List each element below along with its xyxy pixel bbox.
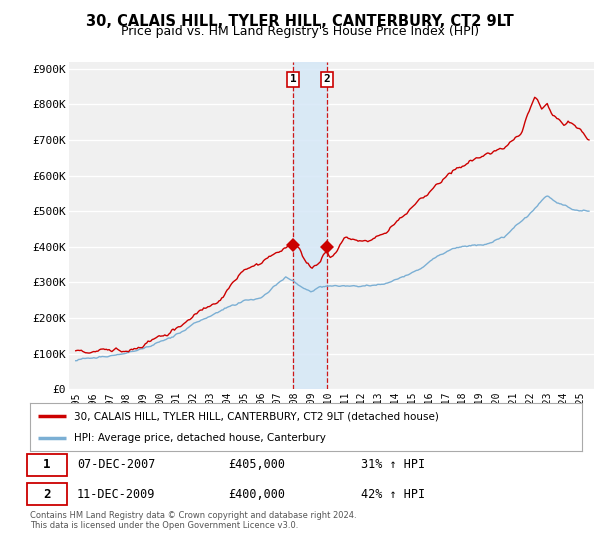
Text: Contains HM Land Registry data © Crown copyright and database right 2024.
This d: Contains HM Land Registry data © Crown c… (30, 511, 356, 530)
Text: 30, CALAIS HILL, TYLER HILL, CANTERBURY, CT2 9LT: 30, CALAIS HILL, TYLER HILL, CANTERBURY,… (86, 14, 514, 29)
Text: 42% ↑ HPI: 42% ↑ HPI (361, 488, 425, 501)
Text: 31% ↑ HPI: 31% ↑ HPI (361, 458, 425, 471)
FancyBboxPatch shape (27, 454, 67, 475)
Text: 11-DEC-2009: 11-DEC-2009 (77, 488, 155, 501)
Bar (293, 62, 327, 389)
Text: 1: 1 (290, 74, 296, 85)
Text: £405,000: £405,000 (229, 458, 286, 471)
Text: 2: 2 (323, 74, 330, 85)
Text: 30, CALAIS HILL, TYLER HILL, CANTERBURY, CT2 9LT (detached house): 30, CALAIS HILL, TYLER HILL, CANTERBURY,… (74, 411, 439, 421)
Text: Price paid vs. HM Land Registry's House Price Index (HPI): Price paid vs. HM Land Registry's House … (121, 25, 479, 38)
Text: 07-DEC-2007: 07-DEC-2007 (77, 458, 155, 471)
Text: HPI: Average price, detached house, Canterbury: HPI: Average price, detached house, Cant… (74, 433, 326, 443)
Text: 2: 2 (43, 488, 51, 501)
FancyBboxPatch shape (27, 483, 67, 505)
Text: £400,000: £400,000 (229, 488, 286, 501)
Text: 1: 1 (43, 458, 51, 471)
